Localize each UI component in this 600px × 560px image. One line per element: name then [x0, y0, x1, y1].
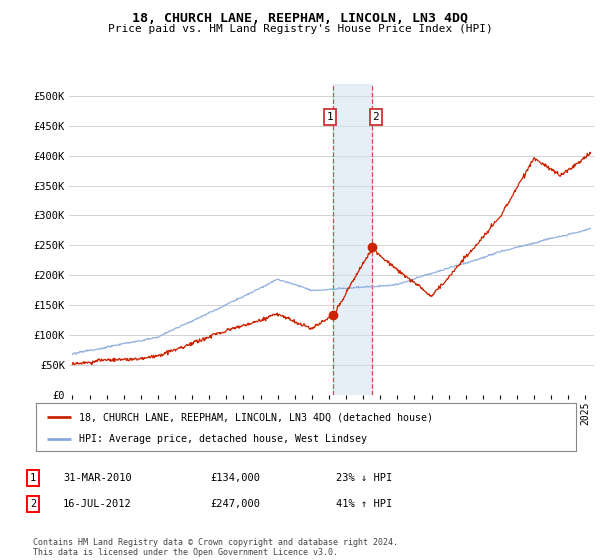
Text: £247,000: £247,000	[210, 499, 260, 509]
Text: Price paid vs. HM Land Registry's House Price Index (HPI): Price paid vs. HM Land Registry's House …	[107, 24, 493, 34]
Text: 1: 1	[30, 473, 36, 483]
Text: Contains HM Land Registry data © Crown copyright and database right 2024.
This d: Contains HM Land Registry data © Crown c…	[33, 538, 398, 557]
Text: 1: 1	[326, 112, 333, 122]
Text: 18, CHURCH LANE, REEPHAM, LINCOLN, LN3 4DQ: 18, CHURCH LANE, REEPHAM, LINCOLN, LN3 4…	[132, 12, 468, 25]
Text: HPI: Average price, detached house, West Lindsey: HPI: Average price, detached house, West…	[79, 434, 367, 444]
Text: 2: 2	[373, 112, 379, 122]
Text: 2: 2	[30, 499, 36, 509]
Text: 31-MAR-2010: 31-MAR-2010	[63, 473, 132, 483]
Text: 16-JUL-2012: 16-JUL-2012	[63, 499, 132, 509]
Bar	[333, 84, 373, 395]
Text: 41% ↑ HPI: 41% ↑ HPI	[336, 499, 392, 509]
Text: £134,000: £134,000	[210, 473, 260, 483]
Text: 23% ↓ HPI: 23% ↓ HPI	[336, 473, 392, 483]
Text: 18, CHURCH LANE, REEPHAM, LINCOLN, LN3 4DQ (detached house): 18, CHURCH LANE, REEPHAM, LINCOLN, LN3 4…	[79, 413, 433, 422]
